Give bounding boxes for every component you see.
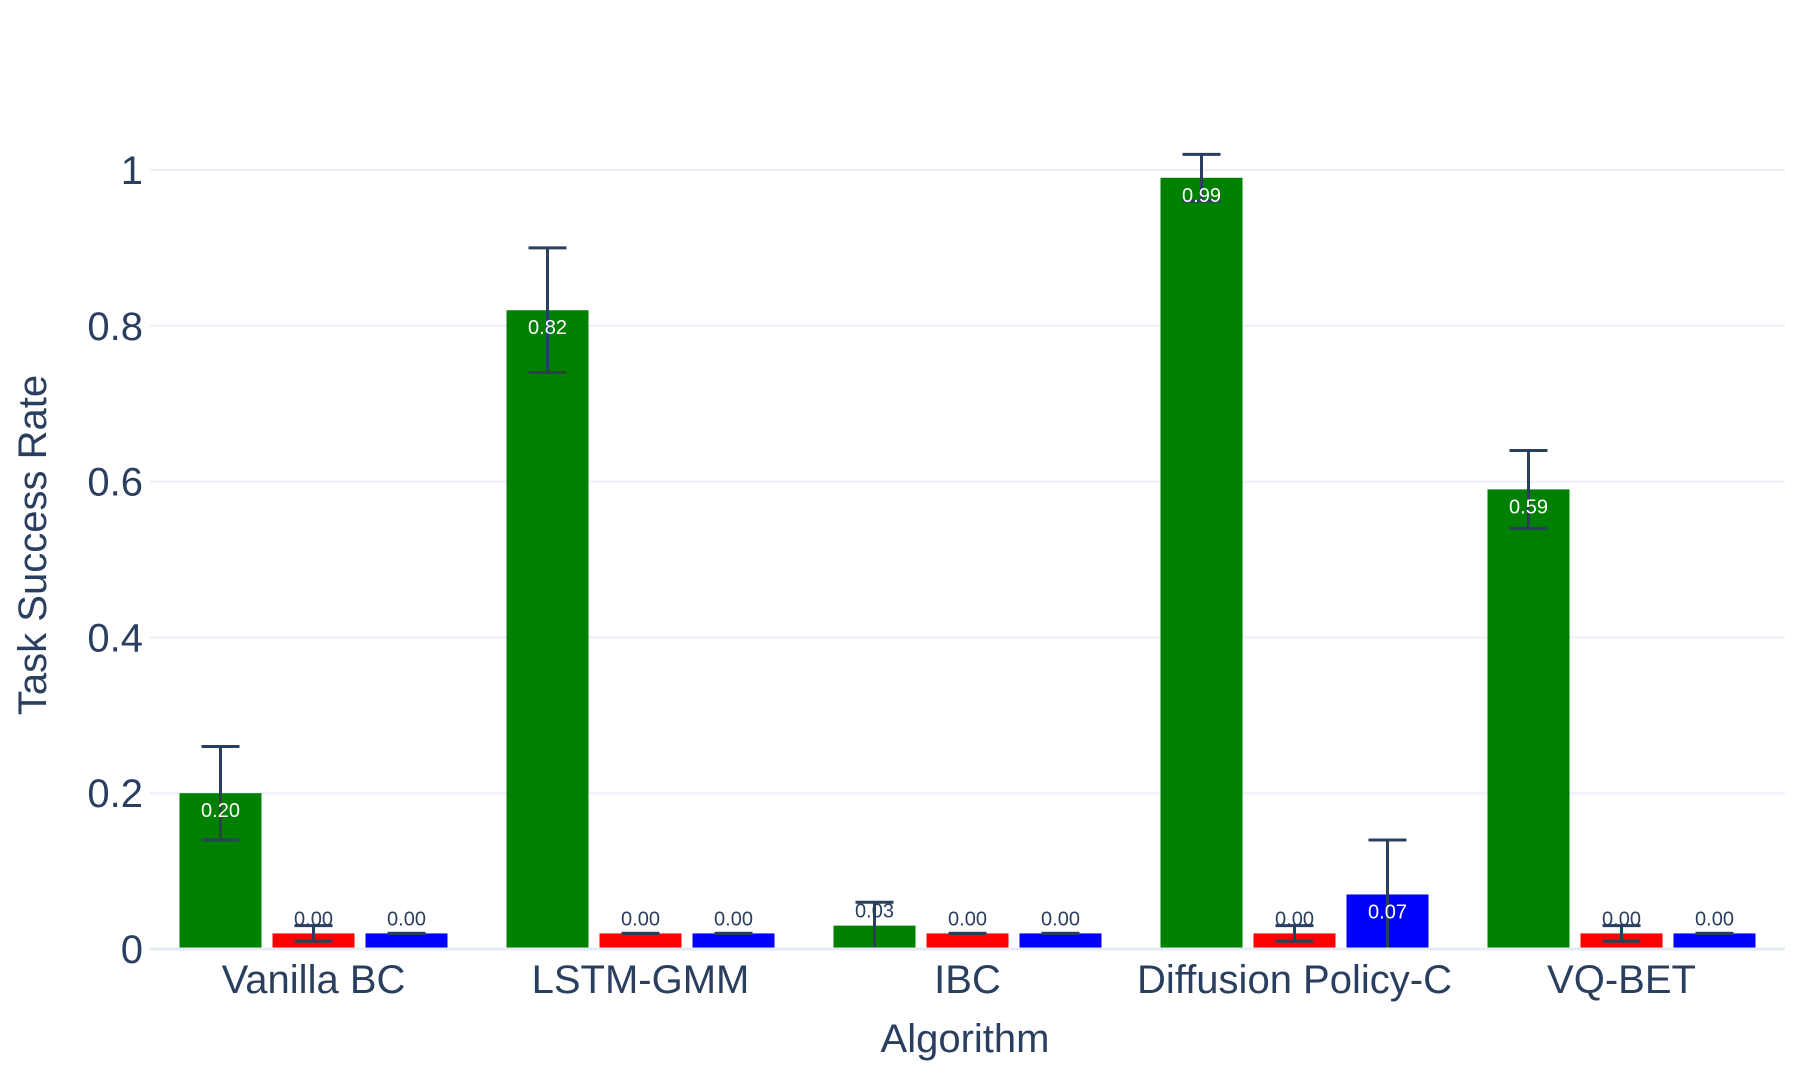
y-tick-label: 0.4	[87, 616, 143, 660]
bar-data-label: 0.00	[714, 908, 753, 930]
bar-data-label: 0.00	[1041, 908, 1080, 930]
bar-data-label: 0.20	[201, 800, 240, 822]
y-tick-label: 0	[121, 928, 143, 972]
bar	[926, 933, 1009, 949]
y-tick-label: 0.2	[87, 772, 143, 816]
error-bar	[1275, 924, 1314, 943]
bar	[1019, 933, 1102, 949]
error-bar	[201, 744, 240, 842]
bar	[692, 933, 775, 949]
bar-data-label: 0.59	[1509, 496, 1548, 518]
bar-data-label: 0.00	[1275, 908, 1314, 930]
x-axis-ticks: Vanilla BC LSTM-GMM IBC Diffusion Policy-C V…	[222, 958, 1696, 1002]
bar-data-label: 0.00	[948, 908, 987, 930]
bar-data-label: 0.00	[621, 908, 660, 930]
y-axis-ticks: 0 0.2 0.4 0.6 0.8 1	[87, 149, 143, 972]
error-bar	[294, 924, 333, 943]
error-bar	[528, 246, 567, 375]
bar-series	[179, 177, 1756, 950]
bar-data-label: 0.00	[294, 908, 333, 930]
error-bar	[1602, 924, 1641, 943]
y-tick-label: 1	[121, 149, 143, 193]
bar-data-label: 0.99	[1182, 185, 1221, 207]
y-tick-label: 0.6	[87, 461, 143, 505]
bar-data-label: 0.00	[1602, 908, 1641, 930]
bar	[365, 933, 448, 949]
bar	[1673, 933, 1756, 949]
x-tick-label: LSTM-GMM	[532, 958, 750, 1002]
bar	[506, 310, 589, 950]
x-tick-label: VQ-BET	[1547, 958, 1696, 1002]
bar-data-label: 0.00	[1695, 908, 1734, 930]
y-tick-label: 0.8	[87, 305, 143, 349]
y-axis-title: Task Success Rate	[11, 375, 55, 715]
bar-data-label: 0.00	[387, 908, 426, 930]
bar	[599, 933, 682, 949]
error-bar	[1182, 152, 1221, 203]
bar	[1160, 177, 1243, 950]
bar	[1487, 489, 1570, 949]
x-tick-label: IBC	[934, 958, 1001, 1002]
bar-data-label: 0.07	[1368, 901, 1407, 923]
x-axis-title: Algorithm	[881, 1017, 1050, 1061]
x-tick-label: Diffusion Policy-C	[1137, 958, 1452, 1002]
bar-data-label: 0.03	[855, 901, 894, 923]
error-bar	[1509, 448, 1548, 530]
bar-data-label: 0.82	[528, 317, 567, 339]
bar-data-labels: 0.20 0.00 0.00 0.82 0.00 0.00 0.03 0.00 0.00 0.99…	[201, 185, 1734, 931]
x-tick-label: Vanilla BC	[222, 958, 406, 1002]
